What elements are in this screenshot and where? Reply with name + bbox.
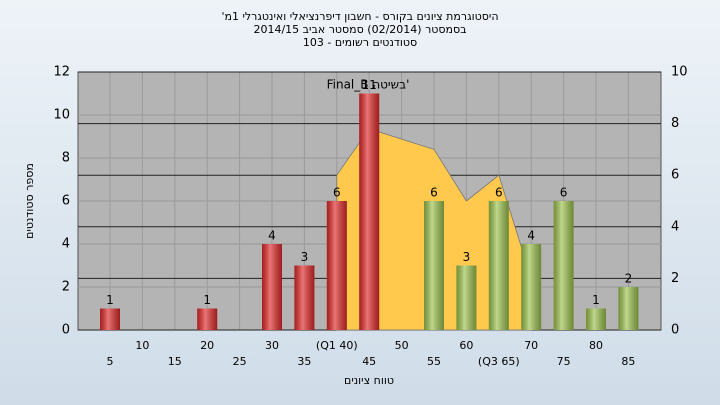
bar-shade [262,244,282,330]
y2-tick-label: 2 [671,271,679,286]
y-tick-label: 2 [62,280,70,295]
x-tick-label: 30 [265,339,279,352]
value-label: 3 [301,250,309,264]
value-label: 6 [560,186,568,200]
x-tick-label: 70 [524,339,538,352]
y2-tick-label: 8 [671,116,679,131]
x-axis-label: טווח ציונים [344,374,394,387]
y2-tick-label: 4 [671,219,679,234]
value-label: 4 [527,229,535,243]
x-tick-label: 50 [395,339,409,352]
x-tick-label: 20 [200,339,214,352]
y-tick-label: 6 [62,194,70,209]
y-tick-label: 8 [62,151,70,166]
value-label: 4 [268,229,276,243]
bar-shade [326,201,347,330]
chart-subtitle: סטודנטים רשומים - 103 [303,36,417,49]
x-tick-label: 5 [107,355,114,368]
x-tick-label: (Q3 65) [478,355,520,368]
value-label: 1 [592,293,600,307]
value-label: 1 [203,293,211,307]
bar-shade [294,265,315,330]
bar-shade [586,308,606,330]
value-label: 6 [495,186,503,200]
x-tick-label: 35 [297,355,311,368]
x-tick-label: (Q1 40) [316,339,358,352]
x-tick-label: 55 [427,355,441,368]
x-tick-label: 80 [589,339,603,352]
y-tick-label: 4 [62,237,70,252]
bar-shade [100,308,120,330]
x-tick-label: 60 [459,339,473,352]
bar-shade [488,201,509,330]
annotation: Final_B בשיטה' [327,78,410,92]
y-tick-label: 0 [62,323,70,338]
bar-shade [197,308,218,330]
y-tick-label: 12 [53,65,70,80]
bar-shade [456,265,477,330]
x-tick-label: 75 [557,355,571,368]
bar-shade [359,93,380,330]
y-tick-label: 10 [53,108,70,123]
bar-shade [521,244,542,330]
y2-tick-label: 0 [671,323,679,338]
value-label: 3 [463,250,471,264]
value-label: 1 [106,293,114,307]
chart-subtitle: בסמסטר (02/2014) סמסטר אביב 2014/15 [253,23,466,36]
y-axis-label: מספר סטודנטים [23,163,36,239]
value-label: 11 [362,78,377,92]
value-label: 6 [333,186,341,200]
bar-shade [553,201,574,330]
value-label: 2 [625,272,633,286]
bar-shade [618,287,639,330]
x-tick-label: 15 [168,355,182,368]
chart-title: 'היסטוגרמת ציונים בקורס - חשבון דיפרנציא… [221,10,498,23]
bar-shade [424,201,444,330]
x-tick-label: 10 [135,339,149,352]
value-label: 6 [430,186,438,200]
x-tick-label: 45 [362,355,376,368]
y2-tick-label: 10 [671,65,688,80]
y2-tick-label: 6 [671,168,679,183]
x-tick-label: 25 [233,355,247,368]
x-tick-label: 85 [621,355,635,368]
